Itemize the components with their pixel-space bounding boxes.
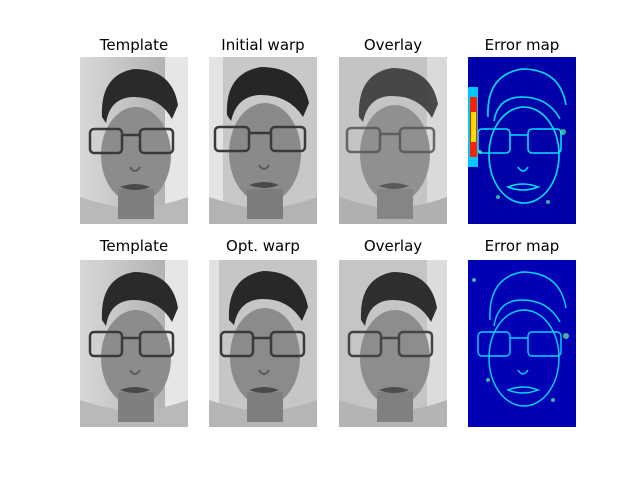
panel-title-overlay-2: Overlay <box>363 237 423 255</box>
initial-warp-image <box>209 57 317 224</box>
panel-title-initial-warp: Initial warp <box>221 36 305 54</box>
panel-title-error-map-2: Error map <box>484 237 560 255</box>
panel-title-template-1: Template <box>99 36 169 54</box>
template-image-1 <box>80 57 188 224</box>
panel-title-opt-warp: Opt. warp <box>226 237 300 255</box>
error-map-image-1 <box>468 57 576 224</box>
panel-title-error-map-1: Error map <box>484 36 560 54</box>
template-image-2 <box>80 260 188 427</box>
overlay-image-1 <box>339 57 447 224</box>
overlay-image-2 <box>339 260 447 427</box>
panel-title-overlay-1: Overlay <box>363 36 423 54</box>
panel-title-template-2: Template <box>99 237 169 255</box>
opt-warp-image <box>209 260 317 427</box>
error-map-image-2 <box>468 260 576 427</box>
